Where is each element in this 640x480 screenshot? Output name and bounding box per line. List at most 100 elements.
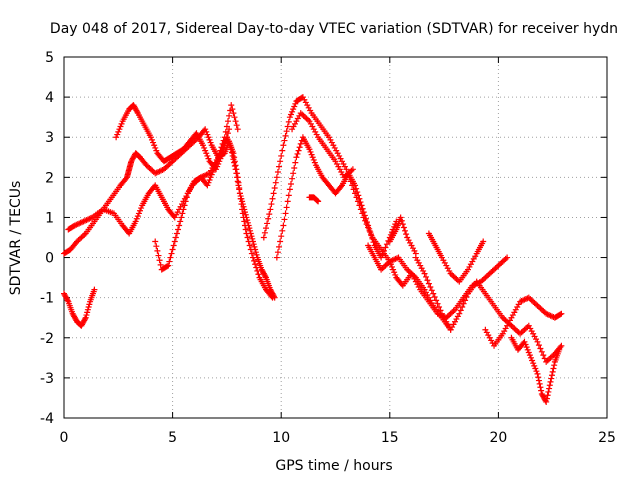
data-point — [295, 147, 302, 154]
data-point — [177, 218, 184, 225]
data-point — [536, 380, 543, 387]
data-point — [281, 216, 288, 223]
data-point — [533, 368, 540, 375]
data-point — [203, 128, 210, 135]
data-point — [294, 150, 301, 157]
data-point — [226, 126, 233, 133]
data-point — [204, 152, 211, 159]
data-point — [147, 134, 154, 141]
data-point — [249, 238, 256, 245]
data-point — [230, 156, 237, 163]
data-point — [387, 261, 394, 268]
data-point — [166, 258, 173, 265]
data-point — [148, 136, 155, 143]
data-point — [85, 304, 92, 311]
data-point — [293, 154, 300, 161]
data-point — [527, 354, 534, 361]
y-tick-label: 5 — [45, 50, 54, 66]
data-point — [183, 194, 190, 201]
data-point — [165, 262, 172, 269]
y-tick-label: -2 — [40, 331, 54, 347]
data-point — [267, 206, 274, 213]
data-point — [557, 311, 564, 318]
data-point — [534, 370, 541, 377]
data-point — [292, 100, 299, 107]
data-point — [254, 267, 261, 274]
data-point — [217, 150, 224, 157]
data-point — [521, 338, 528, 345]
data-point — [531, 362, 538, 369]
data-point — [358, 202, 365, 209]
data-point — [220, 142, 227, 149]
data-point — [547, 378, 554, 385]
data-point — [117, 123, 124, 130]
data-point — [224, 118, 231, 125]
data-point — [400, 224, 407, 231]
data-point — [274, 249, 281, 256]
data-point — [434, 300, 441, 307]
data-point — [84, 309, 91, 316]
data-series — [152, 134, 278, 301]
data-point — [253, 251, 260, 258]
data-point — [214, 158, 221, 165]
data-point — [155, 252, 162, 259]
data-point — [529, 357, 536, 364]
data-series — [386, 214, 419, 257]
data-point — [480, 238, 487, 245]
data-point — [231, 114, 238, 121]
y-tick-label: -3 — [40, 371, 54, 387]
data-point — [355, 192, 362, 199]
y-tick-label: 2 — [45, 170, 54, 186]
data-point — [266, 211, 273, 218]
data-point — [132, 218, 139, 225]
data-point — [218, 147, 225, 154]
data-point — [238, 195, 245, 202]
data-point — [273, 254, 280, 261]
data-point — [392, 271, 399, 278]
data-point — [286, 186, 293, 193]
data-point — [427, 283, 434, 290]
data-point — [307, 148, 314, 155]
data-point — [262, 273, 269, 280]
data-point — [84, 306, 91, 313]
data-point — [230, 110, 237, 117]
data-point — [549, 368, 556, 375]
data-point — [231, 159, 238, 166]
x-tick-label: 0 — [60, 430, 69, 446]
data-point — [381, 247, 388, 254]
data-point — [232, 118, 239, 125]
y-tick-label: -4 — [40, 411, 54, 427]
data-point — [234, 178, 241, 185]
x-tick-label: 15 — [381, 430, 399, 446]
data-point — [173, 230, 180, 237]
data-point — [282, 210, 289, 217]
data-point — [290, 106, 297, 113]
data-series — [365, 242, 511, 321]
data-point — [285, 192, 292, 199]
grid — [64, 57, 607, 418]
data-point — [205, 155, 212, 162]
data-point — [399, 221, 406, 228]
data-point — [269, 195, 276, 202]
data-point — [276, 243, 283, 250]
data-point — [228, 149, 235, 156]
data-point — [138, 205, 145, 212]
data-point — [551, 362, 558, 369]
data-point — [274, 168, 281, 175]
data-series — [306, 194, 322, 205]
data-point — [398, 217, 405, 224]
data-point — [170, 242, 177, 249]
data-point — [204, 182, 211, 189]
data-point — [550, 365, 557, 372]
data-point — [280, 142, 287, 149]
data-point — [270, 293, 277, 300]
data-point — [349, 166, 356, 173]
data-point — [152, 144, 159, 151]
data-series — [412, 254, 454, 333]
data-point — [546, 382, 553, 389]
data-point — [287, 111, 294, 118]
data-point — [545, 388, 552, 395]
data-point — [181, 202, 188, 209]
data-point — [361, 212, 368, 219]
data-point — [81, 316, 88, 323]
